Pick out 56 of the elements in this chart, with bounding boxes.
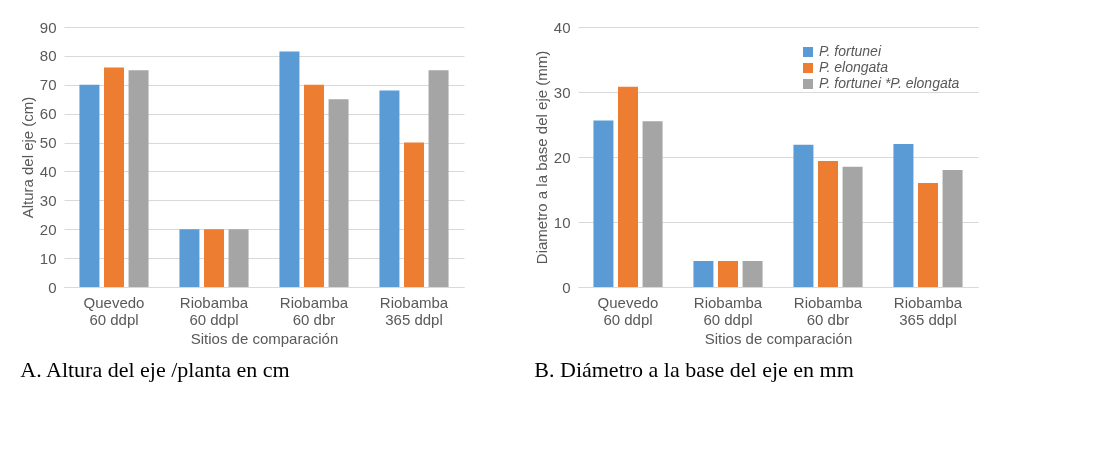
x-tick-label: Quevedo 60 ddpl xyxy=(83,293,145,328)
y-axis-title: Altura del eje (cm) xyxy=(18,96,36,219)
y-tick-label: 80 xyxy=(39,47,57,65)
bar xyxy=(893,144,914,287)
bar xyxy=(204,229,224,287)
y-tick-label: 0 xyxy=(48,278,57,296)
y-axis-title: Diametro a la base del eje (mm) xyxy=(532,50,550,265)
y-tick-label: 70 xyxy=(39,76,57,94)
bar xyxy=(328,99,349,287)
y-tick-label: 30 xyxy=(39,191,57,209)
y-tick-label: 20 xyxy=(553,148,571,166)
bar xyxy=(379,90,400,287)
bar xyxy=(404,142,424,287)
x-tick-label: Riobamba 60 dbr xyxy=(279,293,349,328)
bar xyxy=(428,70,449,287)
bar xyxy=(279,51,300,287)
y-tick-label: 0 xyxy=(562,278,571,296)
y-tick-label: 10 xyxy=(39,249,57,267)
x-tick-label: Riobamba 60 ddpl xyxy=(179,293,249,328)
legend-label: P. elongata xyxy=(819,59,889,75)
y-tick-label: 60 xyxy=(39,105,57,123)
bar xyxy=(693,261,714,287)
text: B. Diámetro a la base del eje en mm xyxy=(534,357,854,382)
bar xyxy=(718,261,738,287)
bar xyxy=(79,84,100,287)
legend-label: P. fortunei xyxy=(819,43,882,59)
bar xyxy=(618,86,638,287)
bar xyxy=(942,170,963,287)
bar xyxy=(842,166,863,287)
x-axis-title: Sitios de comparación xyxy=(704,329,853,347)
legend-label: P. fortunei *P. elongata xyxy=(819,75,960,91)
bar xyxy=(104,67,124,287)
bar xyxy=(179,229,200,287)
bar xyxy=(642,121,663,287)
bar xyxy=(593,120,614,287)
bar xyxy=(818,160,838,287)
x-axis-title: Sitios de comparación xyxy=(190,329,339,347)
y-tick-label: 90 xyxy=(39,18,57,36)
bar xyxy=(793,144,814,287)
y-tick-label: 50 xyxy=(39,134,57,152)
x-tick-label: Riobamba 60 dbr xyxy=(793,293,863,328)
y-tick-label: 40 xyxy=(553,18,571,36)
text: A. Altura del eje /planta en cm xyxy=(20,357,290,382)
bar xyxy=(128,70,149,287)
y-tick-label: 10 xyxy=(553,213,571,231)
x-tick-label: Quevedo 60 ddpl xyxy=(597,293,659,328)
y-tick-label: 40 xyxy=(39,162,57,180)
bar xyxy=(742,261,763,287)
bar xyxy=(918,183,938,287)
y-tick-label: 20 xyxy=(39,220,57,238)
y-tick-label: 30 xyxy=(553,83,571,101)
bar xyxy=(304,84,324,287)
bar xyxy=(228,229,249,287)
x-tick-label: Riobamba 60 ddpl xyxy=(693,293,763,328)
x-tick-label: Riobamba 365 ddpl xyxy=(379,293,449,328)
x-tick-label: Riobamba 365 ddpl xyxy=(893,293,963,328)
